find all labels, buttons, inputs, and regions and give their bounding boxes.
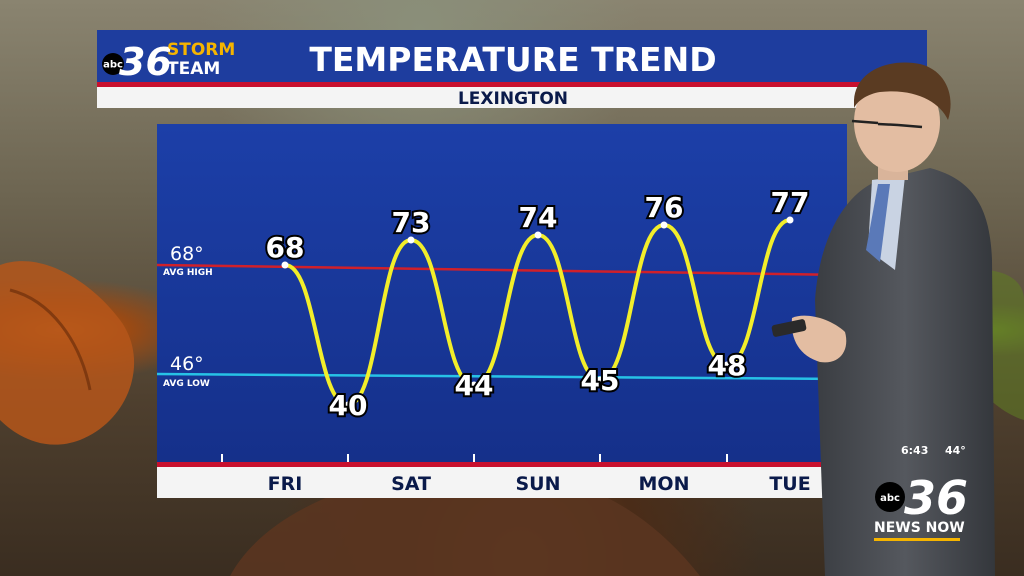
data-point-tue-high <box>786 216 794 224</box>
day-labels: FRI SAT SUN MON TUE <box>268 473 811 495</box>
data-label-fri-high: 68 <box>266 231 305 264</box>
location-bar <box>97 87 927 108</box>
day-label-sat: SAT <box>391 473 431 495</box>
avg-low-line <box>156 372 848 381</box>
logo-storm-text: STORM <box>167 40 235 60</box>
bug-news-now: NEWS NOW <box>874 520 965 536</box>
page-title: TEMPERATURE TREND <box>309 40 716 79</box>
chart-panel: FRI SAT SUN MON TUE 68° AVG HIGH 46° AVG LOW… <box>156 124 848 498</box>
presenter-tie <box>866 184 890 262</box>
data-label-tue-low: 48 <box>708 349 747 382</box>
header-accent-stripe <box>97 82 927 87</box>
data-label-tue-high: 77 <box>771 186 810 219</box>
day-label-tue: TUE <box>769 473 810 495</box>
header: abc 36 STORM TEAM TEMPERATURE TREND LEXI… <box>97 30 927 109</box>
data-label-mon-low: 45 <box>581 364 620 397</box>
data-point-tue-low <box>723 361 731 369</box>
data-point-mon-high <box>660 221 668 229</box>
logo-team-text: TEAM <box>167 59 220 79</box>
bug-temperature: 44° <box>945 444 966 457</box>
avg-low-caption: AVG LOW <box>163 379 210 389</box>
presenter-suit <box>815 168 995 576</box>
storm-team-logo: abc 36 STORM TEAM <box>102 40 235 84</box>
data-point-sat-low <box>344 401 352 409</box>
presenter-hair <box>854 62 951 120</box>
data-point-fri-high <box>281 261 289 269</box>
bug-abc-icon <box>875 482 905 512</box>
data-label-mon-high: 76 <box>645 191 684 224</box>
bug-abc-text: abc <box>880 493 900 504</box>
header-bar <box>97 30 927 82</box>
presenter-glasses <box>851 119 923 129</box>
axis-accent-stripe <box>157 462 847 467</box>
day-label-fri: FRI <box>268 473 303 495</box>
clicker-icon <box>771 319 807 337</box>
plot-area <box>157 124 847 462</box>
data-point-sat-high <box>407 236 415 244</box>
temperature-points: 68 40 73 44 74 45 76 48 77 <box>264 184 812 424</box>
day-axis-bar <box>157 467 847 498</box>
abc-logo-text: abc <box>103 60 123 71</box>
bug-time: 6:43 <box>901 444 928 457</box>
day-label-mon: MON <box>639 473 690 495</box>
axis-ticks <box>221 454 728 462</box>
data-label-sun-high: 74 <box>519 201 558 234</box>
avg-high-value: 68° <box>170 243 204 265</box>
bug-accent-line <box>874 538 960 541</box>
avg-high-line <box>156 263 848 277</box>
avg-low-value: 46° <box>170 353 204 375</box>
presenter-face <box>854 72 940 172</box>
data-label-sat-high: 73 <box>392 206 431 239</box>
data-label-sat-low: 40 <box>329 389 368 422</box>
data-point-sun-low <box>470 381 478 389</box>
abc-logo-icon <box>102 53 124 75</box>
location-title: LEXINGTON <box>458 89 568 109</box>
logo-number: 36 <box>119 40 172 84</box>
station-bug: 6:43 44° abc 36 NEWS NOW <box>874 444 968 541</box>
avg-high-caption: AVG HIGH <box>163 268 213 278</box>
presenter <box>771 62 995 576</box>
day-label-sun: SUN <box>515 473 560 495</box>
data-point-mon-low <box>596 376 604 384</box>
data-point-sun-high <box>534 231 542 239</box>
bug-channel-number: 36 <box>904 471 968 525</box>
data-label-sun-low: 44 <box>455 369 494 402</box>
